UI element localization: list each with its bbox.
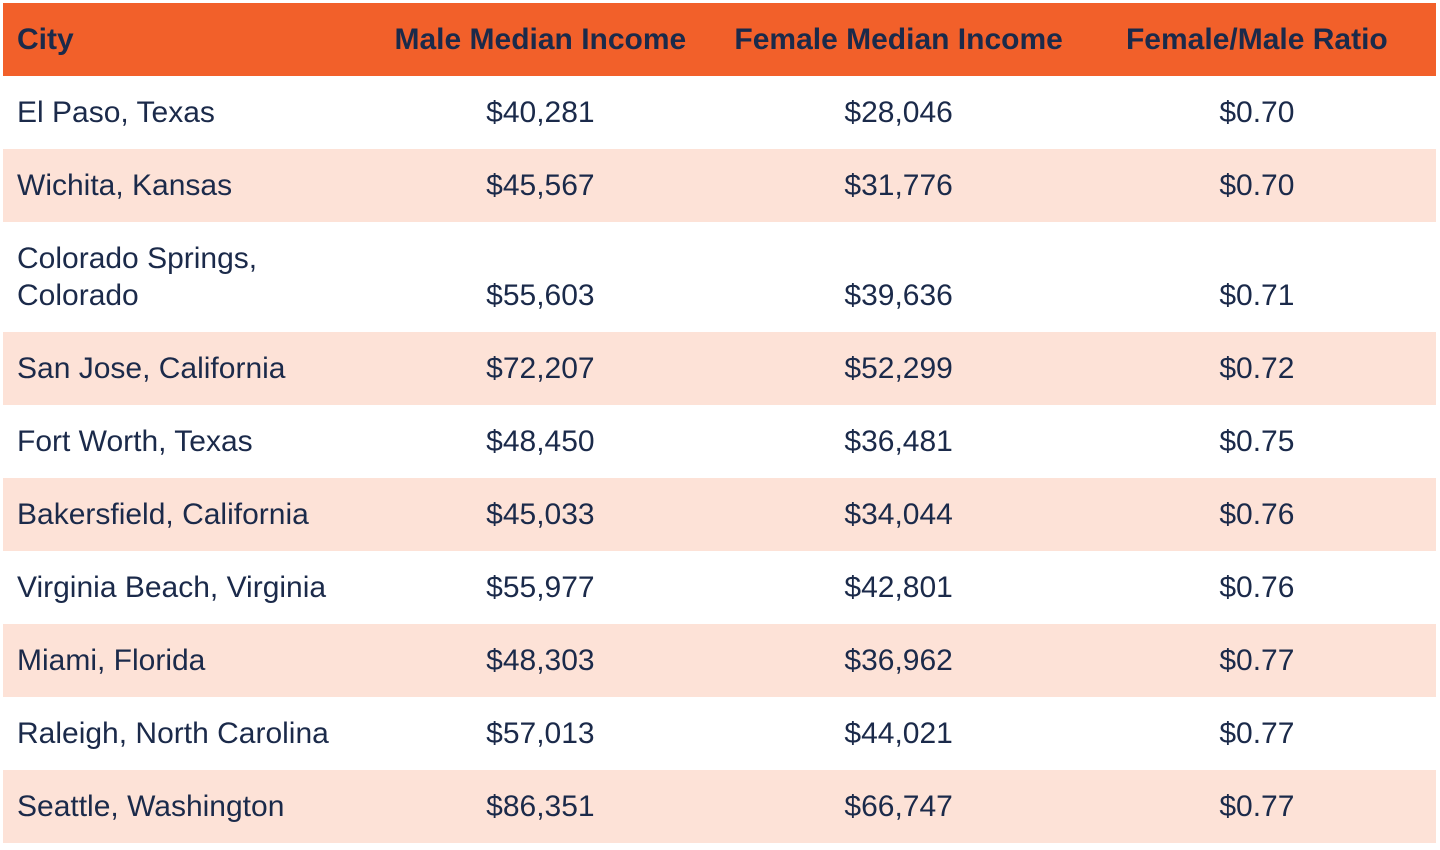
cell-female-income: $36,481 <box>844 425 953 458</box>
col-header-male-median-income: Male Median Income <box>361 3 720 76</box>
cell-male-income: $55,603 <box>486 279 595 312</box>
cell-male-income: $55,977 <box>486 571 595 604</box>
table-row: Virginia Beach, Virginia $55,977 $42,801… <box>3 551 1436 624</box>
income-table: City Male Median Income Female Median In… <box>3 3 1436 843</box>
table-row: El Paso, Texas $40,281 $28,046 $0.70 <box>3 76 1436 149</box>
cell-female-income: $44,021 <box>844 717 953 750</box>
cell-ratio: $0.71 <box>1219 279 1295 312</box>
cell-ratio: $0.76 <box>1219 571 1295 604</box>
cell-city: Fort Worth, Texas <box>17 425 253 458</box>
cell-city: Bakersfield, California <box>17 498 309 531</box>
cell-female-income: $66,747 <box>844 790 953 823</box>
cell-city: San Jose, California <box>17 352 286 385</box>
cell-male-income: $45,567 <box>486 169 595 202</box>
cell-ratio: $0.70 <box>1219 96 1295 129</box>
table-row: Miami, Florida $48,303 $36,962 $0.77 <box>3 624 1436 697</box>
cell-city: Colorado Springs, Colorado <box>17 242 258 312</box>
cell-ratio: $0.72 <box>1219 352 1295 385</box>
col-header-female-median-income: Female Median Income <box>719 3 1078 76</box>
cell-ratio: $0.75 <box>1219 425 1295 458</box>
cell-city: El Paso, Texas <box>17 96 215 129</box>
table-header-row: City Male Median Income Female Median In… <box>3 3 1436 76</box>
cell-ratio: $0.77 <box>1219 790 1295 823</box>
cell-ratio: $0.70 <box>1219 169 1295 202</box>
col-header-city: City <box>3 3 362 76</box>
cell-ratio: $0.77 <box>1219 717 1295 750</box>
col-header-female-male-ratio: Female/Male Ratio <box>1077 3 1436 76</box>
table-row: Wichita, Kansas $45,567 $31,776 $0.70 <box>3 149 1436 222</box>
table-row: Raleigh, North Carolina $57,013 $44,021 … <box>3 697 1436 770</box>
table-row: Bakersfield, California $45,033 $34,044 … <box>3 478 1436 551</box>
cell-female-income: $34,044 <box>844 498 953 531</box>
cell-city: Virginia Beach, Virginia <box>17 571 327 604</box>
cell-male-income: $57,013 <box>486 717 595 750</box>
cell-male-income: $45,033 <box>486 498 595 531</box>
table-body: El Paso, Texas $40,281 $28,046 $0.70 Wic… <box>3 76 1436 843</box>
table-row: Colorado Springs, Colorado $55,603 $39,6… <box>3 222 1436 332</box>
cell-female-income: $39,636 <box>844 279 953 312</box>
cell-female-income: $42,801 <box>844 571 953 604</box>
cell-male-income: $48,450 <box>486 425 595 458</box>
cell-female-income: $31,776 <box>844 169 953 202</box>
table-row: San Jose, California $72,207 $52,299 $0.… <box>3 332 1436 405</box>
table-row: Seattle, Washington $86,351 $66,747 $0.7… <box>3 770 1436 843</box>
cell-city: Raleigh, North Carolina <box>17 717 329 750</box>
cell-male-income: $72,207 <box>486 352 595 385</box>
table-row: Fort Worth, Texas $48,450 $36,481 $0.75 <box>3 405 1436 478</box>
cell-male-income: $86,351 <box>486 790 595 823</box>
cell-female-income: $28,046 <box>844 96 953 129</box>
cell-female-income: $36,962 <box>844 644 953 677</box>
cell-ratio: $0.77 <box>1219 644 1295 677</box>
cell-city: Seattle, Washington <box>17 790 285 823</box>
cell-city: Wichita, Kansas <box>17 169 233 202</box>
cell-ratio: $0.76 <box>1219 498 1295 531</box>
cell-male-income: $40,281 <box>486 96 595 129</box>
cell-city: Miami, Florida <box>17 644 206 677</box>
cell-female-income: $52,299 <box>844 352 953 385</box>
cell-male-income: $48,303 <box>486 644 595 677</box>
